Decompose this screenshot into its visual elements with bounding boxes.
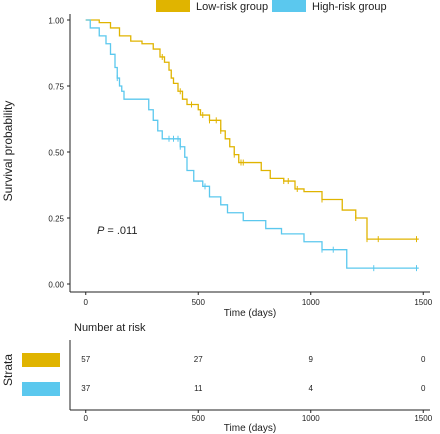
x-tick-label: 500 <box>192 298 206 307</box>
risk-x-tick-label: 1000 <box>302 414 320 423</box>
risk-cell: 9 <box>309 355 314 364</box>
legend-label-low-risk: Low-risk group <box>196 1 268 13</box>
survival-curve-high-risk <box>85 19 419 269</box>
risk-cell: 0 <box>421 355 426 364</box>
risk-table-x-axis-title: Time (days) <box>224 423 276 434</box>
legend: Low-risk group High-risk group <box>156 0 387 13</box>
y-tick-label: 0.75 <box>48 83 64 92</box>
y-tick-label: 0.25 <box>48 215 64 224</box>
risk-cell: 37 <box>81 384 90 393</box>
risk-table-x-ticks: 0 500 1000 1500 <box>84 410 433 423</box>
survival-curve-low-risk <box>85 19 419 240</box>
p-value-label: P <box>97 225 105 237</box>
y-axis-ticks: 0.00 0.25 0.50 0.75 1.00 <box>48 17 70 290</box>
risk-cell: 0 <box>421 384 426 393</box>
legend-label-high-risk: High-risk group <box>312 1 387 13</box>
strata-swatch-high-risk <box>22 382 60 396</box>
y-tick-label: 0.00 <box>48 281 64 290</box>
legend-swatch-high-risk <box>272 0 306 12</box>
x-axis-ticks: 0 500 1000 1500 <box>84 292 433 307</box>
x-tick-label: 1000 <box>302 298 320 307</box>
risk-cell: 27 <box>194 355 203 364</box>
x-tick-label: 0 <box>84 298 89 307</box>
p-value-text: = .011 <box>104 225 137 237</box>
y-axis-title: Survival probability <box>1 101 15 202</box>
risk-cell: 57 <box>81 355 90 364</box>
strata-label: Strata <box>1 354 15 386</box>
risk-x-tick-label: 1500 <box>414 414 432 423</box>
risk-cell: 4 <box>309 384 314 393</box>
y-tick-label: 0.50 <box>48 149 64 158</box>
legend-swatch-low-risk <box>156 0 190 12</box>
y-tick-label: 1.00 <box>48 17 64 26</box>
strata-swatch-low-risk <box>22 353 60 367</box>
risk-x-tick-label: 0 <box>84 414 89 423</box>
x-axis-title: Time (days) <box>224 308 276 319</box>
risk-cell: 11 <box>194 384 203 393</box>
survival-curves <box>85 19 419 272</box>
risk-table-cells: 57 27 9 0 37 11 4 0 <box>81 355 426 393</box>
survival-plot: Survival probability 0.00 0.25 0.50 0.75 1.0… <box>1 14 433 319</box>
risk-x-tick-label: 500 <box>192 414 206 423</box>
p-value-annotation: P = .011 <box>97 225 137 237</box>
risk-table: Number at risk Strata 57 27 9 0 37 11 4 0 0 500 1… <box>1 322 433 434</box>
risk-table-title: Number at risk <box>74 322 146 334</box>
x-tick-label: 1500 <box>414 298 432 307</box>
